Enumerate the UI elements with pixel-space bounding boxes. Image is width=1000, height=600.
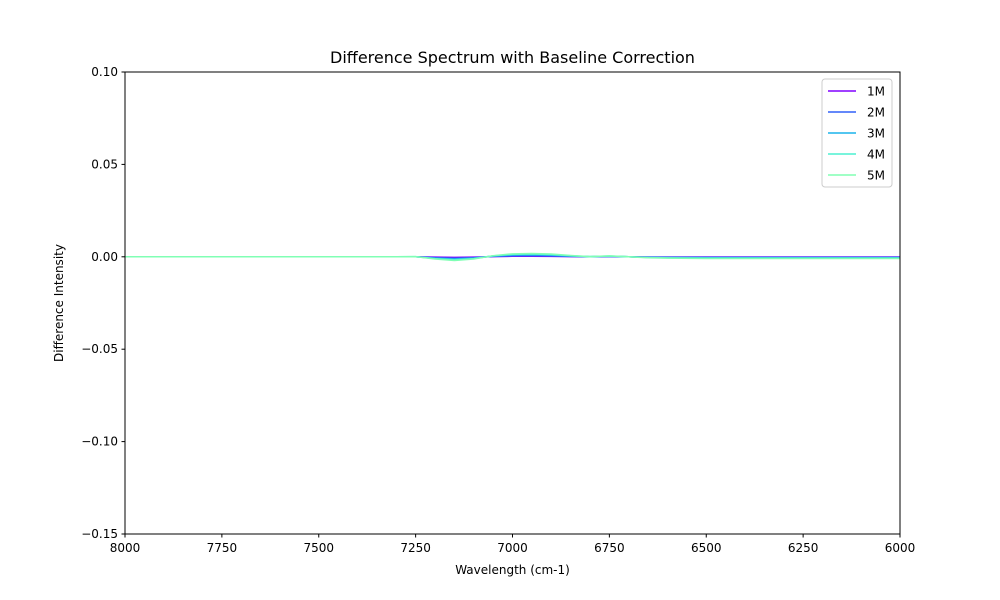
y-tick-label: 0.00 xyxy=(91,250,118,264)
x-tick-label: 7500 xyxy=(303,541,334,555)
x-tick-label: 8000 xyxy=(110,541,141,555)
legend: 1M 2M 3M 4M 5M xyxy=(821,78,893,188)
x-tick-label: 7250 xyxy=(400,541,431,555)
series-lines xyxy=(125,252,900,262)
x-tick-label: 6000 xyxy=(885,541,916,555)
y-tick-label: 0.05 xyxy=(91,157,118,171)
y-tick-label: −0.05 xyxy=(81,342,118,356)
x-tick-label: 6250 xyxy=(788,541,819,555)
y-axis-title: Difference Intensity xyxy=(52,244,66,362)
legend-label-3M: 3M xyxy=(867,127,885,141)
legend-box xyxy=(821,78,893,188)
legend-label-4M: 4M xyxy=(867,148,885,162)
legend-label-1M: 1M xyxy=(867,85,885,99)
x-tick-label: 7000 xyxy=(497,541,528,555)
y-tick-label: −0.10 xyxy=(81,435,118,449)
y-tick-label: −0.15 xyxy=(81,527,118,541)
x-tick-label: 7750 xyxy=(207,541,238,555)
y-axis-ticks: −0.15 −0.10 −0.05 0.00 0.05 0.10 xyxy=(81,65,125,541)
y-tick-label: 0.10 xyxy=(91,65,118,79)
series-line-5M xyxy=(125,252,900,262)
chart-title: Difference Spectrum with Baseline Correc… xyxy=(330,48,695,67)
x-tick-label: 6500 xyxy=(691,541,722,555)
legend-label-2M: 2M xyxy=(867,106,885,120)
x-axis-ticks: 8000 7750 7500 7250 7000 6750 6500 6250 6000 xyxy=(110,534,916,555)
plot-frame xyxy=(124,71,901,535)
legend-label-5M: 5M xyxy=(867,169,885,183)
x-tick-label: 6750 xyxy=(594,541,625,555)
x-axis-title: Wavelength (cm-1) xyxy=(455,563,570,577)
